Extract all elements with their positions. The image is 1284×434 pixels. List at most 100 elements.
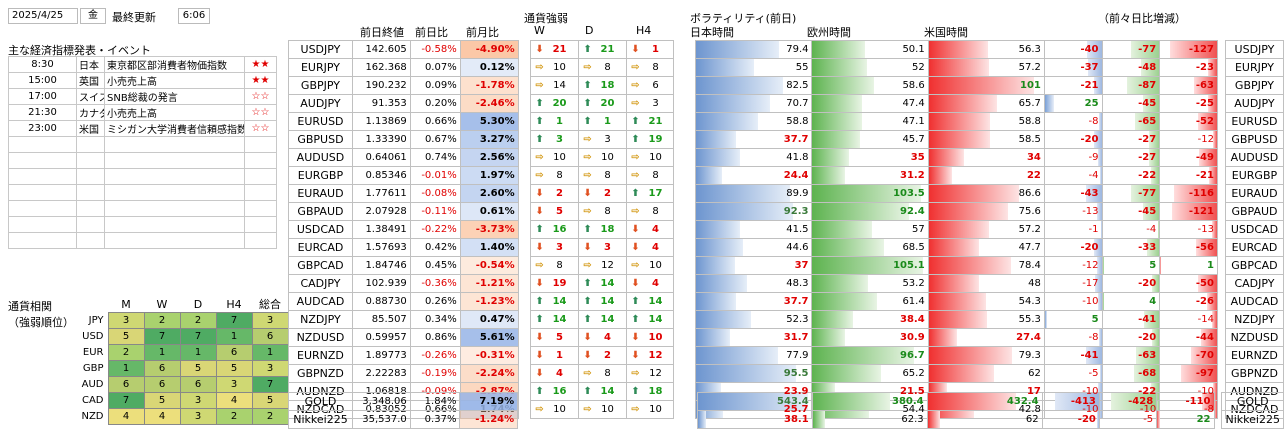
event-row: 17:00スイスSNB総裁の発言☆☆ xyxy=(8,88,277,105)
diff-us: -121 xyxy=(1159,202,1218,221)
pair-name[interactable]: GBPAUD xyxy=(288,202,353,221)
pair-name-right[interactable]: NZDUSD xyxy=(1224,328,1284,347)
pair-name[interactable]: NZDUSD xyxy=(288,328,353,347)
pair-name[interactable]: GBPJPY xyxy=(288,76,353,95)
pair-name[interactable]: AUDUSD xyxy=(288,148,353,167)
pair-name[interactable]: EURAUD xyxy=(288,184,353,203)
pair-name[interactable]: USDCAD xyxy=(288,220,353,239)
pair-name[interactable]: NZDJPY xyxy=(288,310,353,329)
strength-fl-icon: ⇨ xyxy=(583,62,592,73)
pair-name-right[interactable]: NZDJPY xyxy=(1224,310,1284,329)
pair-name-right[interactable]: GBPAUD xyxy=(1224,202,1284,221)
vol-eu: 47.1 xyxy=(811,112,929,131)
strength-fl-icon: ⇨ xyxy=(631,368,640,379)
pair-name-right[interactable]: Nikkei225 xyxy=(1221,410,1284,429)
pair-name[interactable]: GBPNZD xyxy=(288,364,353,383)
pair-name-right[interactable]: CADJPY xyxy=(1224,274,1284,293)
vol-us: 432.4 xyxy=(926,392,1043,411)
pair-name[interactable]: EURJPY xyxy=(288,58,353,77)
pair-name[interactable]: Nikkei225 xyxy=(288,410,353,429)
pair-name-right[interactable]: EURUSD xyxy=(1224,112,1284,131)
event-row xyxy=(8,184,277,201)
corr-col-2: D xyxy=(193,297,203,311)
pair-name-right[interactable]: AUDUSD xyxy=(1224,148,1284,167)
event-row xyxy=(8,168,277,185)
header-jp: 日本時間 xyxy=(690,26,734,39)
pair-name-right[interactable]: GBPNZD xyxy=(1224,364,1284,383)
diff-eu: -41 xyxy=(1101,310,1161,329)
diff-jp: -41 xyxy=(1043,346,1103,365)
strength-dn-icon: ⬇ xyxy=(583,242,592,253)
diff-eu: -65 xyxy=(1101,112,1161,131)
pair-name[interactable]: GBPCAD xyxy=(288,256,353,275)
strength-dn-icon: ⬇ xyxy=(631,332,640,343)
corr-cell: 5 xyxy=(143,392,181,409)
pair-name-right[interactable]: AUDJPY xyxy=(1224,94,1284,113)
event-time: 15:00 xyxy=(8,72,77,89)
spacer xyxy=(674,257,696,275)
pair-name-right[interactable]: AUDCAD xyxy=(1224,292,1284,311)
pair-name[interactable]: USDJPY xyxy=(288,40,353,59)
corr-cell: 6 xyxy=(251,328,289,345)
pair-name-right[interactable]: EURNZD xyxy=(1224,346,1284,365)
correlation-table: M W D H4 総合 JPY 3 2 2 7 3 USD 5 7 7 1 6 EUR 2 1 1 6 1 GBP 1 6 5 5 3 A… xyxy=(80,296,289,425)
pair-name[interactable]: EURNZD xyxy=(288,346,353,365)
vol-us: 86.6 xyxy=(927,184,1045,203)
strength-up-icon: ⬆ xyxy=(535,314,544,325)
strength-value: 5 xyxy=(556,332,564,343)
header-h4: H4 xyxy=(636,24,652,37)
pair-name-right[interactable]: EURJPY xyxy=(1224,58,1284,77)
pair-name[interactable]: EURCAD xyxy=(288,238,353,257)
pair-name[interactable]: AUDCAD xyxy=(288,292,353,311)
month-change: 5.61% xyxy=(459,328,519,347)
event-time xyxy=(8,216,77,233)
pair-name[interactable]: EURUSD xyxy=(288,112,353,131)
vol-eu: 65.2 xyxy=(811,364,929,383)
vol-jp: 79.4 xyxy=(695,40,813,59)
pair-name[interactable]: CADJPY xyxy=(288,274,353,293)
pair-name[interactable]: GBPUSD xyxy=(288,130,353,149)
pair-name-right[interactable]: GBPUSD xyxy=(1224,130,1284,149)
spacer xyxy=(674,77,696,95)
strength-cell: ⬇ 2 xyxy=(529,184,579,203)
spacer xyxy=(1217,77,1225,95)
strength-cell: ⬆ 1 xyxy=(529,112,579,131)
pair-name-right[interactable]: GBPJPY xyxy=(1224,76,1284,95)
strength-value: 16 xyxy=(552,386,567,397)
pair-name[interactable]: GOLD xyxy=(288,392,353,411)
strength-up-icon: ⬆ xyxy=(631,134,640,145)
strength-value: 10 xyxy=(601,152,614,163)
pair-name-right[interactable]: USDJPY xyxy=(1224,40,1284,59)
pair-name[interactable]: EURGBP xyxy=(288,166,353,185)
prev-close: 2.07928 xyxy=(351,202,411,221)
strength-dn-icon: ⬇ xyxy=(535,206,544,217)
strength-value: 10 xyxy=(649,260,662,271)
pair-name[interactable]: AUDJPY xyxy=(288,94,353,113)
strength-value: 5 xyxy=(556,206,564,217)
strength-cell: ⇨ 10 xyxy=(529,148,579,167)
spacer xyxy=(1217,95,1225,113)
strength-up-icon: ⬆ xyxy=(631,314,640,325)
strength-value: 14 xyxy=(600,296,615,307)
pair-name-right[interactable]: EURAUD xyxy=(1224,184,1284,203)
day-change: -0.26% xyxy=(409,346,461,365)
strength-up-icon: ⬆ xyxy=(535,224,544,235)
strength-cell: ⬇ 21 xyxy=(529,40,579,59)
strength-value: 14 xyxy=(552,314,567,325)
corr-currency: NZD xyxy=(81,411,104,422)
day-change: -0.36% xyxy=(409,274,461,293)
event-name xyxy=(104,136,245,153)
vol-eu: 96.7 xyxy=(811,346,929,365)
event-country: カナダ xyxy=(76,104,105,121)
strength-value: 10 xyxy=(648,332,663,343)
event-stars: ★★ xyxy=(244,56,277,73)
pair-name-right[interactable]: USDCAD xyxy=(1224,220,1284,239)
pair-name-right[interactable]: EURCAD xyxy=(1224,238,1284,257)
strength-cell: ⬆ 21 xyxy=(577,40,627,59)
diff-us: -12 xyxy=(1159,130,1218,149)
pair-name-right[interactable]: GOLD xyxy=(1221,392,1284,411)
pair-name-right[interactable]: GBPCAD xyxy=(1224,256,1284,275)
pair-name-right[interactable]: EURGBP xyxy=(1224,166,1284,185)
vol-us: 58.8 xyxy=(927,112,1045,131)
spacer xyxy=(518,257,530,275)
